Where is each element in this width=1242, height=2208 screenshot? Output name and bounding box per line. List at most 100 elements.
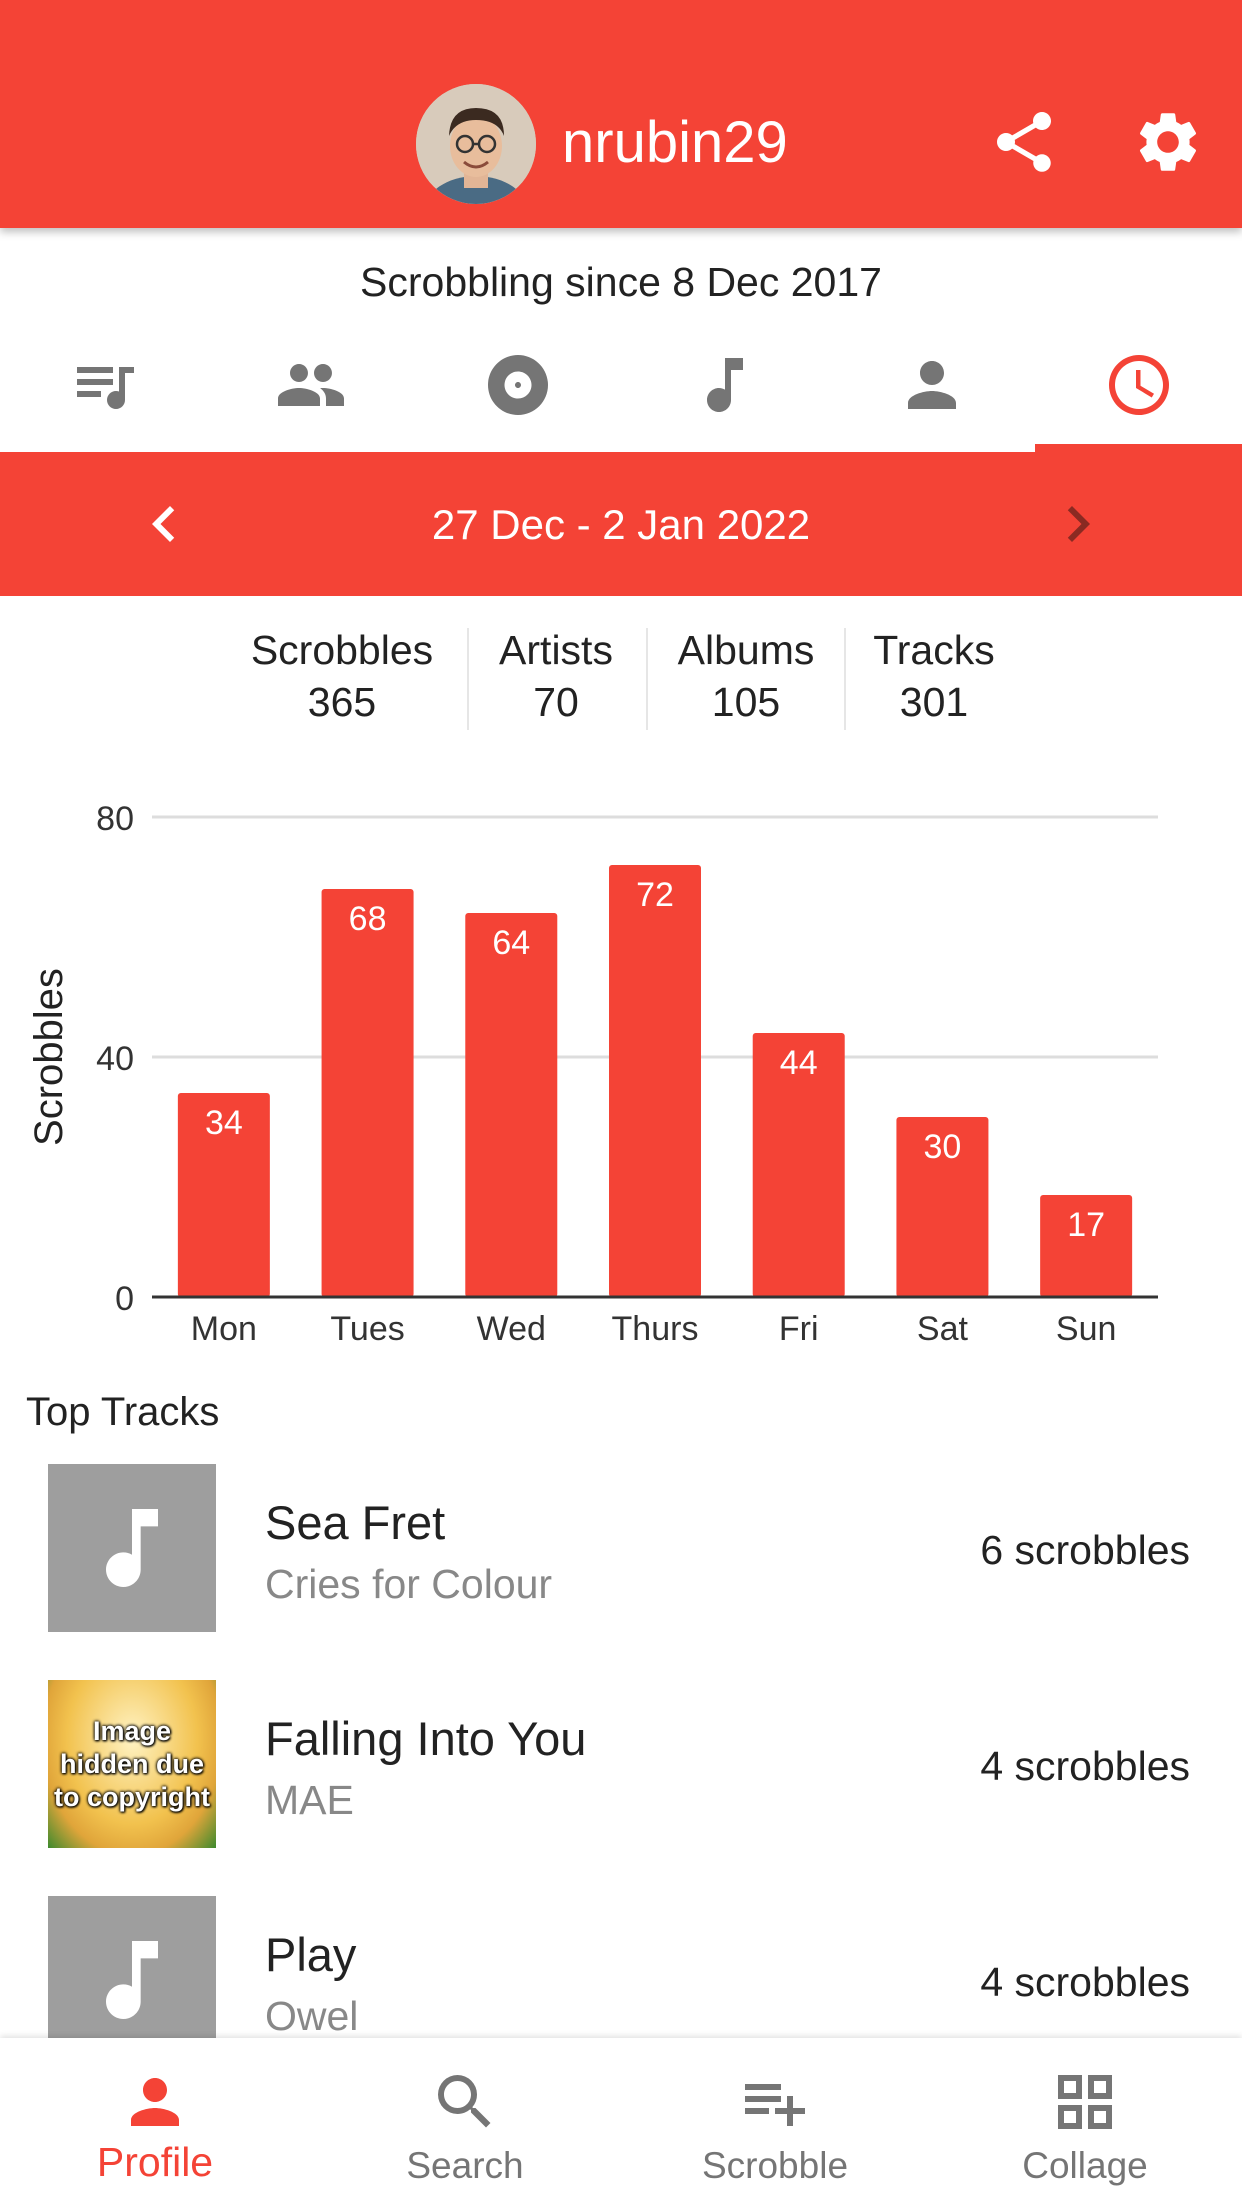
grid-icon (1058, 2075, 1112, 2129)
stat-label: Tracks (873, 627, 995, 673)
track-artwork-hidden: Image hidden due to copyright (48, 1680, 216, 1848)
bar-value-label: 17 (1067, 1206, 1105, 1244)
y-tick-label: 80 (96, 800, 134, 838)
chart-bar (896, 1117, 989, 1297)
scrobbling-since: Scrobbling since 8 Dec 2017 (360, 259, 882, 305)
chart-bar (177, 1093, 270, 1297)
track-artist: MAE (265, 1777, 354, 1823)
tab-indicator (1035, 444, 1242, 454)
username: nrubin29 (562, 110, 788, 175)
stat-divider (844, 628, 846, 730)
nav-label: Search (406, 2145, 524, 2186)
stat-divider (467, 628, 469, 730)
track-row[interactable]: Sea Fret Cries for Colour 6 scrobbles (0, 1448, 1242, 1664)
track-scrobble-count: 4 scrobbles (980, 1959, 1190, 2005)
nav-collage[interactable]: Collage (930, 2038, 1240, 2208)
bar-value-label: 68 (349, 900, 387, 938)
tab-bar (0, 318, 1242, 452)
nav-scrobble[interactable]: Scrobble (620, 2038, 930, 2208)
track-scrobble-count: 6 scrobbles (980, 1527, 1190, 1573)
bar-value-label: 30 (924, 1128, 962, 1166)
bar-value-label: 44 (780, 1044, 818, 1082)
recent-tracks-icon (76, 367, 134, 409)
stat-label: Scrobbles (250, 627, 434, 673)
tab-artists[interactable] (828, 318, 1035, 452)
share-icon[interactable] (988, 106, 1060, 178)
x-tick-label: Thurs (612, 1310, 699, 1348)
top-tracks-title: Top Tracks (26, 1390, 220, 1434)
track-artist: Cries for Colour (265, 1561, 553, 1607)
tab-period[interactable] (1035, 318, 1242, 452)
tab-friends[interactable] (207, 318, 414, 452)
y-tick-label: 40 (96, 1040, 134, 1078)
nav-label: Profile (96, 2139, 214, 2185)
bar-value-label: 72 (636, 876, 674, 914)
nav-search[interactable]: Search (310, 2038, 620, 2208)
track-artist: Owel (265, 1993, 359, 2039)
stat-label: Artists (499, 627, 613, 673)
track-title: Falling Into You (265, 1712, 587, 1765)
bottom-nav: Profile Search Scrobble Collage (0, 2038, 1242, 2208)
nav-profile[interactable]: Profile (0, 2038, 310, 2208)
chevron-right-icon (1067, 506, 1090, 542)
track-title: Play (265, 1928, 357, 1981)
scrobbles-chart: 0 40 80 Scrobbles 34 Mon 68 Tues 64 Wed 72 Thurs 44 F… (0, 770, 1242, 1370)
nav-label: Collage (1022, 2145, 1148, 2186)
bar-value-label: 34 (205, 1104, 243, 1142)
tab-recent-tracks[interactable] (0, 318, 207, 452)
settings-icon[interactable] (1132, 106, 1204, 178)
stat-value: 70 (533, 679, 579, 725)
hidden-artwork-label: Image hidden due to copyright (54, 1715, 210, 1812)
stat-albums: Albums 105 (660, 624, 832, 728)
stat-tracks: Tracks 301 (856, 624, 1012, 728)
track-artwork (48, 1896, 216, 2064)
x-tick-label: Wed (477, 1310, 546, 1348)
avatar[interactable] (416, 84, 536, 204)
music-note-icon (106, 1941, 158, 2019)
y-tick-label: 0 (115, 1280, 134, 1318)
artist-icon (907, 361, 956, 409)
music-note-icon (106, 1509, 158, 1587)
chart-bar (609, 865, 701, 1297)
clock-icon (1108, 355, 1169, 415)
track-row[interactable]: Image hidden due to copyright Falling In… (0, 1664, 1242, 1880)
track-icon (706, 358, 743, 412)
track-artwork (48, 1464, 216, 1632)
chart-bar (1040, 1195, 1133, 1297)
x-tick-label: Sun (1056, 1310, 1117, 1348)
stat-divider (646, 628, 648, 730)
stat-label: Albums (677, 627, 815, 673)
stat-artists: Artists 70 (478, 624, 634, 728)
track-scrobble-count: 4 scrobbles (980, 1743, 1190, 1789)
nav-label: Scrobble (701, 2145, 849, 2186)
chart-bar (321, 889, 414, 1297)
friends-icon (277, 364, 344, 406)
previous-period-button[interactable] (128, 488, 200, 560)
chart-bar (752, 1033, 845, 1297)
y-axis-label: Scrobbles (27, 968, 71, 1146)
x-tick-label: Sat (917, 1310, 969, 1348)
bar-value-label: 64 (492, 924, 530, 962)
stat-value: 105 (711, 679, 781, 725)
search-icon (438, 2075, 491, 2128)
bar-chart: 0 40 80 Scrobbles 34 Mon 68 Tues 64 Wed 72 Thurs 44 F… (27, 800, 1158, 1348)
chart-bar (465, 913, 558, 1297)
stat-scrobbles: Scrobbles 365 (236, 624, 448, 728)
next-period-button[interactable] (1042, 488, 1114, 560)
x-tick-label: Mon (191, 1310, 257, 1348)
date-range-bar: 27 Dec - 2 Jan 2022 (0, 452, 1242, 596)
stat-value: 301 (899, 679, 969, 725)
track-title: Sea Fret (265, 1496, 446, 1549)
tab-albums[interactable] (414, 318, 621, 452)
app-bar: nrubin29 (0, 0, 1242, 228)
x-tick-label: Fri (779, 1310, 819, 1348)
tab-tracks[interactable] (621, 318, 828, 452)
chevron-left-icon (152, 506, 175, 542)
date-range-label: 27 Dec - 2 Jan 2022 (431, 501, 811, 548)
person-icon (131, 2078, 179, 2126)
album-icon (487, 355, 548, 415)
track-row[interactable]: Play Owel 4 scrobbles (0, 1880, 1242, 2096)
playlist-add-icon (745, 2084, 805, 2126)
period-stats: Scrobbles 365 Artists 70 Albums 105 Trac… (0, 624, 1242, 734)
x-tick-label: Tues (330, 1310, 404, 1348)
